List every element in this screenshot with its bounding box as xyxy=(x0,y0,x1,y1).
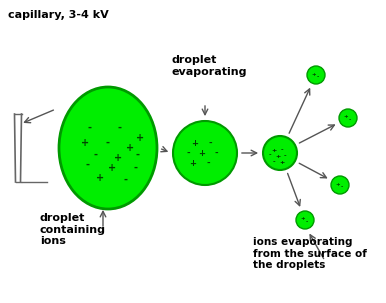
Circle shape xyxy=(296,211,314,229)
Circle shape xyxy=(173,121,237,185)
Text: -: - xyxy=(123,175,127,185)
Text: -: - xyxy=(306,219,308,225)
Text: +: + xyxy=(275,154,281,158)
Text: +: + xyxy=(312,72,316,76)
Text: -: - xyxy=(118,123,122,133)
Text: -: - xyxy=(136,150,140,160)
Text: -: - xyxy=(86,160,90,170)
Text: +: + xyxy=(336,181,340,187)
Text: +: + xyxy=(301,217,305,221)
Circle shape xyxy=(263,136,297,170)
Text: -: - xyxy=(269,152,271,158)
Text: +: + xyxy=(114,153,122,163)
Text: +: + xyxy=(191,138,198,148)
Text: -: - xyxy=(186,148,190,158)
Text: -: - xyxy=(208,138,212,148)
Text: +: + xyxy=(198,148,205,158)
Circle shape xyxy=(307,66,325,84)
Text: -: - xyxy=(106,138,110,148)
Text: -: - xyxy=(317,75,319,79)
Text: +: + xyxy=(108,163,116,173)
Text: capillary, 3-4 kV: capillary, 3-4 kV xyxy=(8,10,109,20)
Text: -: - xyxy=(133,163,137,173)
Text: -: - xyxy=(341,185,343,189)
Text: -: - xyxy=(281,148,283,152)
Text: +: + xyxy=(136,133,144,143)
Text: +: + xyxy=(96,173,104,183)
Text: droplet
containing
ions: droplet containing ions xyxy=(40,213,106,246)
Text: -: - xyxy=(206,158,210,168)
Text: -: - xyxy=(284,154,286,158)
Text: +: + xyxy=(81,138,89,148)
Text: -: - xyxy=(273,159,275,165)
Text: +: + xyxy=(279,159,284,165)
Text: -: - xyxy=(214,148,218,158)
Text: ions evaporating
from the surface of
the droplets: ions evaporating from the surface of the… xyxy=(253,237,367,270)
Text: +: + xyxy=(271,148,277,152)
Text: +: + xyxy=(126,143,134,153)
Circle shape xyxy=(339,109,357,127)
Text: droplet
evaporating: droplet evaporating xyxy=(172,55,247,77)
Circle shape xyxy=(331,176,349,194)
Text: -: - xyxy=(88,123,92,133)
Text: +: + xyxy=(344,115,348,119)
Ellipse shape xyxy=(59,87,157,209)
Text: -: - xyxy=(349,118,351,122)
Text: -: - xyxy=(93,150,97,160)
Text: +: + xyxy=(190,158,196,168)
